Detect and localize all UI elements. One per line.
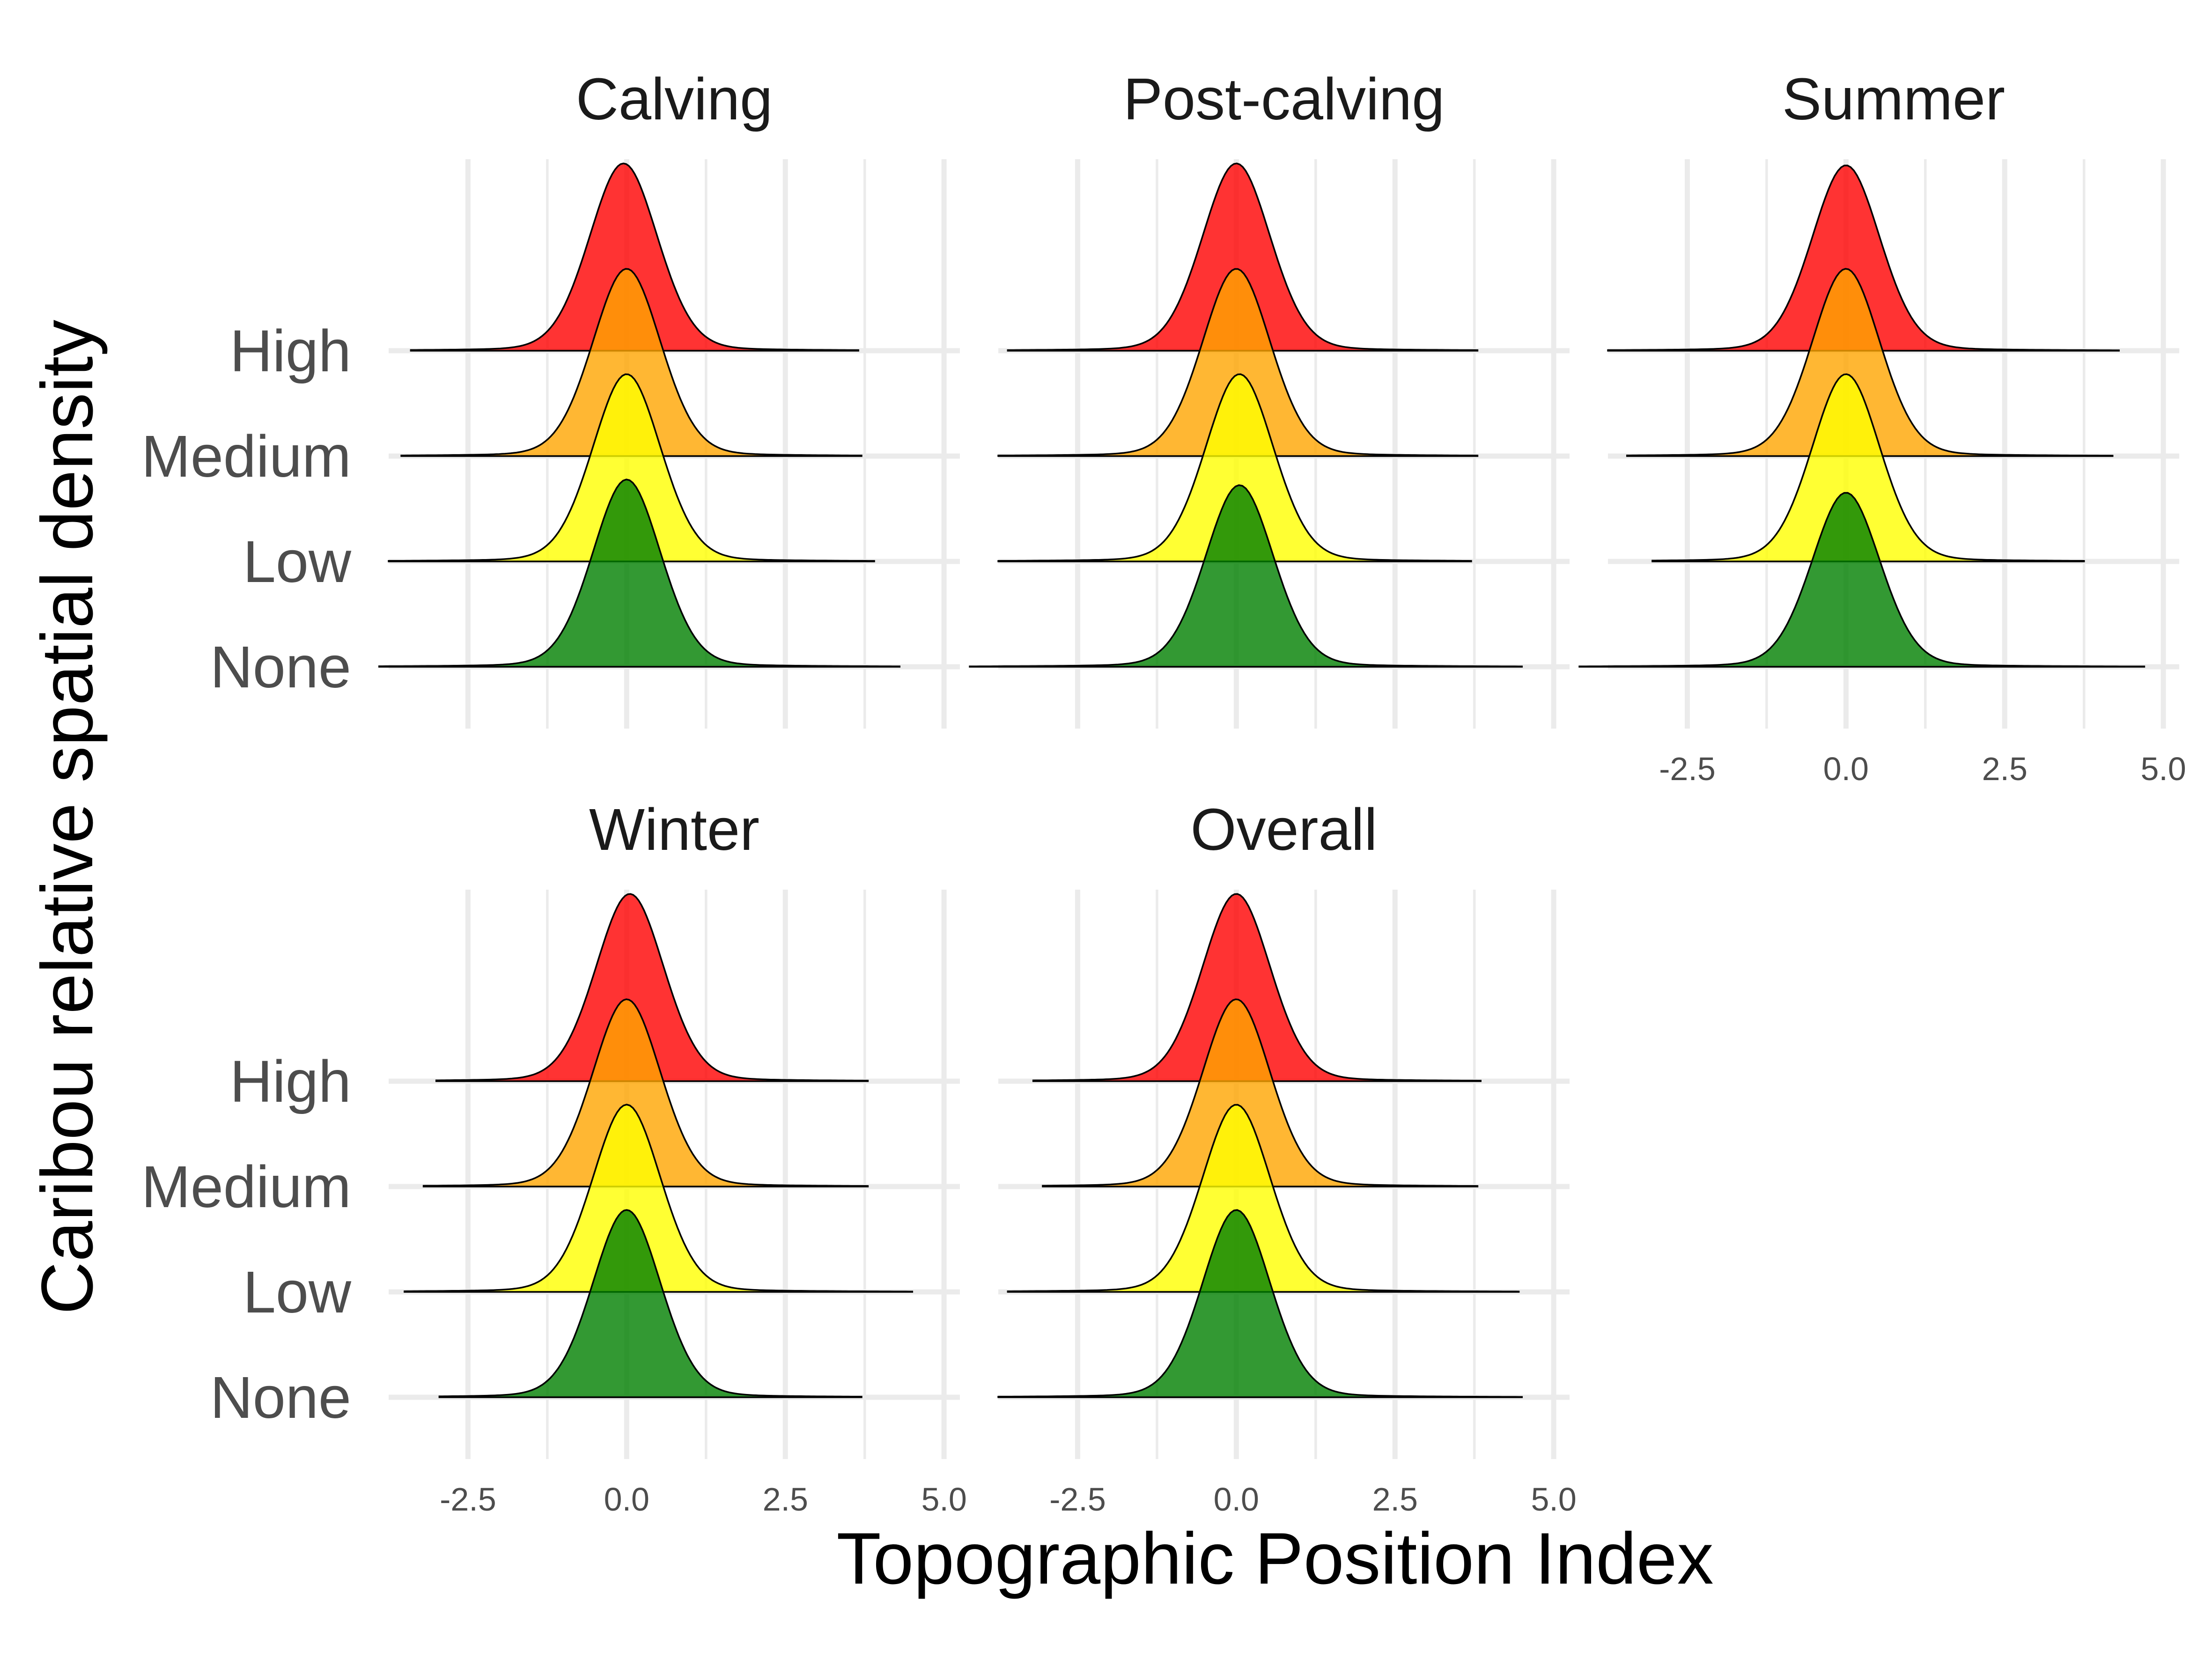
y-tick-label: None	[210, 1364, 351, 1430]
facet-winter: Winter None Low Medium High -2.5 0.0 2.5 5.0	[141, 796, 967, 1518]
ridge-calving-none	[378, 479, 900, 668]
x-tick-label: 0.0	[1214, 1481, 1259, 1518]
ridge-winter-low	[404, 1104, 914, 1293]
ridge-overall-low	[1007, 1104, 1520, 1293]
ridge-summer-none	[1578, 492, 2146, 668]
x-tick-label: 2.5	[1372, 1481, 1418, 1518]
ridge-post-calving-medium	[997, 268, 1479, 457]
x-tick-label: -2.5	[440, 1481, 496, 1518]
y-axis-title: Caribou relative spatial density	[27, 320, 108, 1314]
ridge-summer-medium	[1626, 268, 2114, 457]
ridge-post-calving-none	[969, 484, 1523, 668]
x-tick-label: 5.0	[2140, 751, 2186, 787]
y-tick-label: None	[210, 634, 351, 700]
ridge-overall-high	[1032, 893, 1482, 1082]
facet-title: Summer	[1782, 66, 2005, 132]
ridge-post-calving-high	[1007, 162, 1479, 352]
ridge-winter-high	[435, 893, 869, 1082]
facet-title: Winter	[589, 796, 759, 863]
x-tick-label: 5.0	[1531, 1481, 1576, 1518]
facet-summer: Summer -2.5 0.0 2.5 5.0	[1578, 66, 2186, 787]
ridge-calving-medium	[400, 268, 863, 457]
facet-title: Overall	[1190, 796, 1377, 863]
facet-overall: Overall -2.5 0.0 2.5 5.0	[997, 796, 1577, 1518]
facet-title: Calving	[576, 66, 773, 132]
x-tick-label: 2.5	[763, 1481, 808, 1518]
y-tick-label: Medium	[141, 423, 351, 489]
ridge-summer-high	[1607, 164, 2120, 352]
y-tick-label: Low	[243, 529, 352, 595]
facet-panels: Calving None Low Medium High Post-calving Summ…	[141, 66, 2186, 1518]
ridge-winter-none	[438, 1209, 863, 1398]
ridge-overall-medium	[1042, 998, 1479, 1187]
y-tick-label: Medium	[141, 1154, 351, 1220]
ridge-calving-low	[388, 373, 875, 562]
ridge-summer-low	[1652, 373, 2085, 562]
y-tick-label: High	[230, 318, 351, 384]
x-tick-label: 0.0	[1823, 751, 1869, 787]
facet-calving: Calving None Low Medium High	[141, 66, 960, 729]
x-axis-title: Topographic Position Index	[836, 1518, 1713, 1600]
y-tick-label: Low	[243, 1259, 352, 1325]
ridge-overall-none	[997, 1209, 1523, 1398]
x-tick-label: 0.0	[604, 1481, 649, 1518]
ridge-post-calving-low	[997, 373, 1472, 562]
x-tick-label: -2.5	[1049, 1481, 1106, 1518]
y-tick-label: High	[230, 1048, 351, 1114]
facet-title: Post-calving	[1123, 66, 1445, 132]
x-tick-label: -2.5	[1659, 751, 1716, 787]
ridge-calving-high	[410, 162, 859, 352]
facet-post-calving: Post-calving	[969, 66, 1570, 729]
ridge-winter-medium	[422, 998, 869, 1187]
x-tick-label: 2.5	[1982, 751, 2028, 787]
x-tick-label: 5.0	[921, 1481, 966, 1518]
